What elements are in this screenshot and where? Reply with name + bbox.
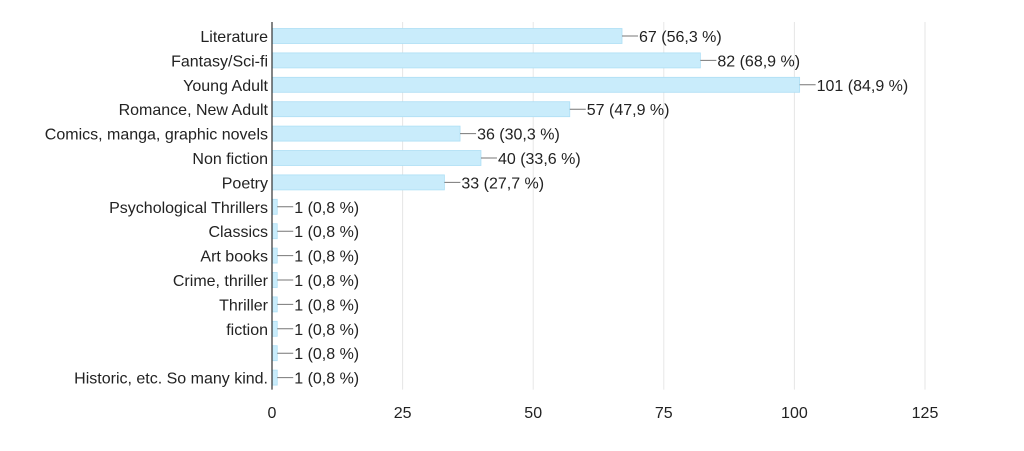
- data-label: 1 (0,8 %): [294, 249, 359, 266]
- data-label: 82 (68,9 %): [717, 53, 800, 70]
- data-label: 1 (0,8 %): [294, 297, 359, 314]
- data-label: 1 (0,8 %): [294, 322, 359, 339]
- data-label: 1 (0,8 %): [294, 224, 359, 241]
- data-label: 36 (30,3 %): [477, 127, 560, 144]
- data-label: 57 (47,9 %): [587, 102, 670, 119]
- x-tick-label: 50: [524, 405, 542, 422]
- bar: [271, 52, 701, 69]
- category-label: Fantasy/Sci-fi: [171, 53, 268, 70]
- category-label: Classics: [208, 224, 268, 241]
- x-tick-label: 75: [655, 405, 673, 422]
- data-label: 1 (0,8 %): [294, 200, 359, 217]
- category-label: Non fiction: [192, 151, 268, 168]
- bar: [271, 296, 278, 313]
- bar: [271, 150, 482, 166]
- bar: [271, 247, 278, 264]
- x-tick-label: 0: [268, 405, 277, 422]
- category-label: Poetry: [222, 175, 268, 192]
- bar: [271, 125, 461, 142]
- data-label: 101 (84,9 %): [817, 78, 909, 95]
- category-label: Romance, New Adult: [119, 102, 269, 119]
- category-label: Crime, thriller: [173, 273, 269, 290]
- category-label: Psychological Thrillers: [109, 200, 268, 217]
- data-label: 40 (33,6 %): [498, 151, 581, 168]
- category-label: Art books: [200, 249, 268, 266]
- bar: [271, 101, 571, 118]
- category-label: Thriller: [219, 297, 269, 314]
- bar: [271, 28, 623, 44]
- category-label: Literature: [200, 29, 268, 46]
- data-label: 67 (56,3 %): [639, 29, 722, 46]
- bar: [271, 369, 278, 386]
- data-label: 33 (27,7 %): [461, 175, 544, 192]
- category-label: Comics, manga, graphic novels: [45, 127, 268, 144]
- x-tick-label: 125: [912, 405, 939, 422]
- bar: [271, 272, 278, 288]
- data-label: 1 (0,8 %): [294, 273, 359, 290]
- x-tick-label: 25: [394, 405, 412, 422]
- bar: [271, 198, 278, 215]
- category-label: Young Adult: [183, 78, 268, 95]
- bar: [271, 76, 801, 93]
- bar: [271, 345, 278, 362]
- bar: [271, 320, 278, 337]
- bar: [271, 174, 445, 191]
- category-label: Historic, etc. So many kind.: [74, 371, 268, 388]
- data-label: 1 (0,8 %): [294, 371, 359, 388]
- category-label: fiction: [226, 322, 268, 339]
- data-label: 1 (0,8 %): [294, 346, 359, 363]
- x-tick-label: 100: [781, 405, 808, 422]
- bar: [271, 223, 278, 240]
